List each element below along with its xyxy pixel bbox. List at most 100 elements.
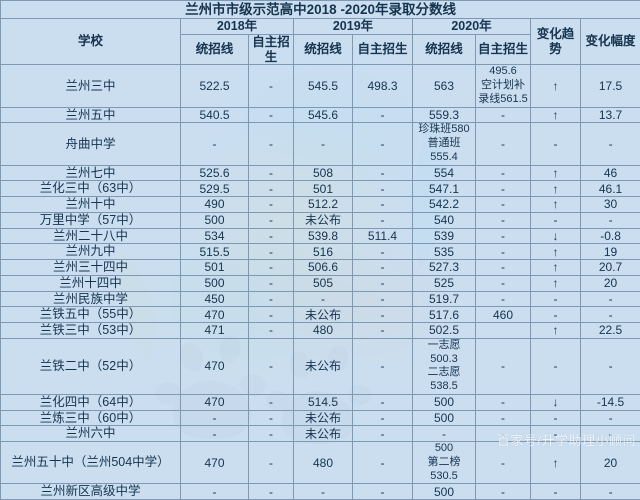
table-row: 兰州六中--未公布-----	[1, 426, 640, 442]
change-amount: 20	[581, 275, 640, 291]
header-2020: 2020年	[413, 19, 531, 35]
score-2020-tongzhao: 554	[413, 165, 476, 181]
school-name: 舟曲中学	[1, 123, 181, 165]
trend-indicator: -	[531, 484, 581, 500]
score-2018-zizhu: -	[249, 244, 294, 260]
change-amount: 22.5	[581, 323, 640, 339]
table-row: 兰化四中（64中）470-514.5-500-↓-14.5	[1, 394, 640, 410]
score-2020-tongzhao: 500	[413, 410, 476, 426]
score-2019-zizhu: -	[353, 123, 413, 165]
score-2020-zizhu: -	[476, 426, 531, 442]
table-row: 兰州新区高级中学----500---	[1, 484, 640, 500]
score-2020-zizhu: -	[476, 291, 531, 307]
score-2018-zizhu: -	[249, 394, 294, 410]
score-2019-zizhu: -	[353, 323, 413, 339]
score-2019-zizhu: -	[353, 260, 413, 276]
score-2020-tongzhao: 527.3	[413, 260, 476, 276]
score-2020-tongzhao: 559.3	[413, 107, 476, 123]
score-2018-tongzhao: 490	[181, 197, 249, 213]
change-amount: 20.7	[581, 260, 640, 276]
score-2018-zizhu: -	[249, 65, 294, 107]
score-2019-zizhu: -	[353, 394, 413, 410]
table-row: 万里中学（57中）500-未公布-540---	[1, 212, 640, 228]
score-2020-zizhu: -	[476, 484, 531, 500]
trend-indicator: -	[531, 123, 581, 165]
score-2018-tongzhao: 534	[181, 228, 249, 244]
trend-indicator: ↑	[531, 323, 581, 339]
school-name: 兰州十中	[1, 197, 181, 213]
score-2018-zizhu: -	[249, 338, 294, 394]
change-amount: -14.5	[581, 394, 640, 410]
score-2018-zizhu: -	[249, 410, 294, 426]
school-name: 兰铁五中（55中）	[1, 307, 181, 323]
score-2020-zizhu: -	[476, 107, 531, 123]
score-2018-zizhu: -	[249, 307, 294, 323]
school-name: 兰化三中（63中）	[1, 181, 181, 197]
score-2020-zizhu: -	[476, 123, 531, 165]
change-amount: 17.5	[581, 65, 640, 107]
score-2019-zizhu: -	[353, 181, 413, 197]
change-amount: -	[581, 484, 640, 500]
score-2020-tongzhao: 535	[413, 244, 476, 260]
score-2018-tongzhao: 471	[181, 323, 249, 339]
page-title: 兰州市市级示范高中2018 -2020年录取分数线	[1, 1, 640, 19]
header-2020-zizhu: 自主招生	[476, 34, 531, 65]
score-2020-tongzhao: 500	[413, 484, 476, 500]
score-2019-zizhu: 498.3	[353, 65, 413, 107]
score-2018-tongzhao: 515.5	[181, 244, 249, 260]
school-name: 兰州新区高级中学	[1, 484, 181, 500]
score-2020-tongzhao: 525	[413, 275, 476, 291]
score-2020-tongzhao: 500	[413, 394, 476, 410]
header-amount: 变化幅度	[581, 19, 640, 65]
score-2019-zizhu: -	[353, 107, 413, 123]
score-2019-tongzhao: -	[294, 291, 353, 307]
score-2020-tongzhao: 563	[413, 65, 476, 107]
score-2018-zizhu: -	[249, 228, 294, 244]
header-row-year: 学校 2018年 2019年 2020年 变化趋势 变化幅度	[1, 19, 640, 35]
score-2019-tongzhao: -	[294, 484, 353, 500]
table-row: 兰铁三中（53中）471-480-502.5↑22.5	[1, 323, 640, 339]
score-2018-zizhu: -	[249, 123, 294, 165]
score-2020-zizhu: -	[476, 442, 531, 484]
header-2020-tongzhao: 统招线	[413, 34, 476, 65]
score-2019-zizhu: -	[353, 244, 413, 260]
score-2020-zizhu: -	[476, 212, 531, 228]
score-2019-tongzhao: 545.5	[294, 65, 353, 107]
score-2018-tongzhao: 501	[181, 260, 249, 276]
header-2018: 2018年	[181, 19, 294, 35]
school-name: 兰州九中	[1, 244, 181, 260]
change-amount: 46	[581, 165, 640, 181]
trend-indicator: -	[531, 307, 581, 323]
change-amount: -	[581, 123, 640, 165]
trend-indicator: ↓	[531, 228, 581, 244]
score-2020-zizhu: -	[476, 181, 531, 197]
change-amount: -	[581, 338, 640, 394]
score-2018-tongzhao: 470	[181, 442, 249, 484]
score-2018-tongzhao: -	[181, 410, 249, 426]
trend-indicator: -	[531, 338, 581, 394]
score-2020-zizhu: -	[476, 338, 531, 394]
score-2020-zizhu: -	[476, 165, 531, 181]
trend-indicator: -	[531, 410, 581, 426]
score-2020-zizhu: 460	[476, 307, 531, 323]
score-2018-tongzhao: 470	[181, 307, 249, 323]
school-name: 兰州三中	[1, 65, 181, 107]
school-name: 兰州三十四中	[1, 260, 181, 276]
trend-indicator: ↑	[531, 65, 581, 107]
score-2020-tongzhao: 540	[413, 212, 476, 228]
score-2019-zizhu: -	[353, 426, 413, 442]
change-amount: 13.7	[581, 107, 640, 123]
